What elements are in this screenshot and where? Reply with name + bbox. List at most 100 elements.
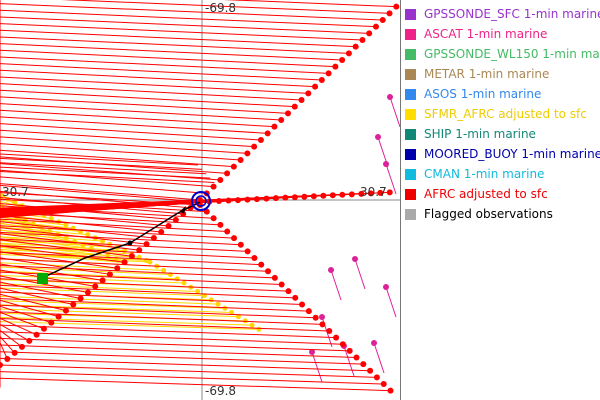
sfmr-barb — [0, 262, 164, 271]
observation-map[interactable] — [0, 0, 400, 400]
sfmr-barb — [0, 300, 225, 309]
afrc-point — [298, 97, 305, 104]
afrc-barb — [0, 23, 363, 41]
afrc-barb — [0, 143, 241, 161]
afrc-point — [210, 183, 217, 190]
legend-item[interactable]: MOORED_BUOY 1-min marine — [405, 144, 600, 164]
afrc-barb — [0, 231, 241, 246]
legend-item[interactable]: ASCAT 1-min marine — [405, 24, 600, 44]
afrc-barb — [0, 56, 329, 74]
afrc-barb — [0, 166, 211, 179]
legend-item[interactable]: GPSSONDE_SFC 1-min marine — [405, 4, 600, 24]
afrc-point — [271, 123, 278, 130]
afrc-barb — [0, 9, 377, 28]
afrc-point — [278, 281, 285, 288]
afrc-barb — [0, 136, 248, 154]
sfmr-barb — [0, 252, 147, 261]
map-panel[interactable]: -69.8 -69.8 30.7 30.7 — [0, 0, 401, 400]
sfmr-barb — [0, 245, 132, 255]
legend-label: ASOS 1-min marine — [424, 87, 542, 101]
ascat-point — [387, 94, 393, 100]
ascat-point — [328, 267, 334, 273]
afrc-point — [373, 374, 380, 381]
legend-swatch-icon — [405, 68, 416, 80]
afrc-point — [251, 143, 258, 150]
afrc-point — [372, 23, 379, 30]
afrc-barb — [60, 0, 390, 14]
afrc-point — [353, 354, 360, 361]
afrc-barb — [0, 156, 228, 174]
afrc-barb — [0, 377, 391, 392]
afrc-barb — [0, 198, 207, 213]
ascat-point — [319, 314, 325, 320]
legend-label: CMAN 1-min marine — [424, 167, 545, 181]
afrc-barb — [0, 265, 275, 279]
sfmr-barb — [0, 226, 88, 236]
afrc-point — [257, 137, 264, 144]
afrc-point — [312, 83, 319, 90]
afrc-point — [386, 189, 393, 196]
afrc-barb — [0, 287, 74, 306]
ascat-barb — [389, 96, 400, 128]
afrc-point — [386, 10, 393, 17]
afrc-observations — [0, 0, 400, 394]
sfmr-barb — [0, 274, 185, 284]
legend-swatch-icon — [405, 28, 416, 40]
afrc-point — [150, 235, 157, 242]
legend-label: ASCAT 1-min marine — [424, 27, 548, 41]
sfmr-point — [249, 322, 255, 328]
legend-item[interactable]: SHIP 1-min marine — [405, 124, 600, 144]
afrc-point — [180, 210, 187, 217]
afrc-barb — [0, 205, 214, 219]
legend-swatch-icon — [405, 168, 416, 180]
sfmr-point — [235, 314, 241, 320]
afrc-point — [55, 313, 62, 320]
afrc-barb — [0, 149, 234, 168]
center-ring-outer — [191, 191, 211, 211]
afrc-barb — [0, 183, 201, 201]
afrc-barb — [0, 311, 45, 330]
afrc-point — [339, 57, 346, 64]
afrc-point — [237, 157, 244, 164]
track-arrow-icon — [180, 206, 186, 214]
sfmr-point — [85, 232, 91, 238]
legend-label: Flagged observations — [424, 207, 553, 221]
afrc-point — [292, 294, 299, 301]
afrc-barb — [0, 163, 221, 181]
afrc-barb — [0, 331, 343, 345]
legend-item[interactable]: ASOS 1-min marine — [405, 84, 600, 104]
ascat-point — [352, 256, 358, 262]
legend-label: AFRC adjusted to sfc — [424, 187, 548, 201]
ascat-barb — [330, 269, 342, 301]
afrc-point — [18, 343, 25, 350]
legend-item[interactable]: GPSSONDE_WL150 1-min mar — [405, 44, 600, 64]
afrc-point — [237, 241, 244, 248]
afrc-point — [299, 301, 306, 308]
sfmr-barb — [0, 243, 108, 257]
afrc-barb — [0, 191, 390, 209]
afrc-barb — [0, 281, 81, 299]
afrc-barb — [0, 170, 215, 183]
legend-item[interactable]: METAR 1-min marine — [405, 64, 600, 84]
ascat-point — [383, 284, 389, 290]
legend-label: METAR 1-min marine — [424, 67, 550, 81]
sfmr-barb — [0, 225, 67, 239]
afrc-barb — [0, 76, 309, 94]
legend-item[interactable]: SFMR_AFRC adjusted to sfc — [405, 104, 600, 124]
afrc-point — [230, 163, 237, 170]
afrc-point — [121, 259, 128, 266]
legend-item[interactable]: Flagged observations — [405, 204, 600, 224]
sfmr-point — [63, 222, 69, 228]
afrc-point — [305, 90, 312, 97]
legend-item[interactable]: CMAN 1-min marine — [405, 164, 600, 184]
afrc-barb — [0, 311, 323, 325]
afrc-point — [143, 241, 150, 248]
afrc-barb — [0, 251, 262, 266]
afrc-point — [346, 347, 353, 354]
afrc-barb — [0, 89, 295, 108]
afrc-barb — [0, 184, 198, 203]
afrc-point — [387, 387, 394, 394]
afrc-point — [172, 216, 179, 223]
legend-item[interactable]: AFRC adjusted to sfc — [405, 184, 600, 204]
afrc-point — [231, 235, 238, 242]
